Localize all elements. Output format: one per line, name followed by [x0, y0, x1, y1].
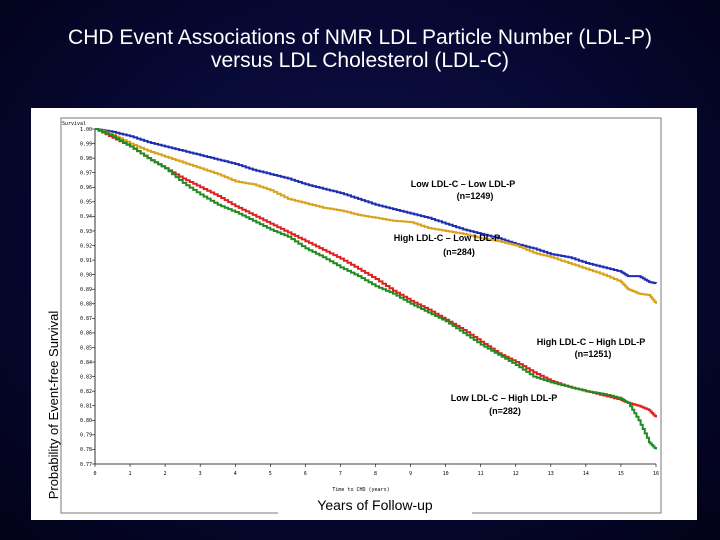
y-tick-label: 0.77 [80, 462, 92, 468]
series-line-0 [95, 128, 657, 285]
y-tick-label: 0.84 [80, 360, 92, 366]
series-count-0: (n=1249) [457, 191, 494, 201]
x-tick-label: 10 [443, 471, 449, 477]
x-tick-label: 15 [618, 471, 624, 477]
y-tick-label: 0.87 [80, 316, 92, 322]
x-axis-small-title: Time to CHD (years) [332, 487, 389, 493]
series-label-3: Low LDL-C – High LDL-P [451, 393, 557, 403]
y-tick-label: 0.93 [80, 229, 92, 235]
x-tick-label: 1 [129, 471, 132, 477]
series-line-3 [95, 128, 657, 450]
y-tick-label: 0.90 [80, 272, 92, 278]
y-tick-label: 1.00 [80, 127, 92, 133]
slide-title: CHD Event Associations of NMR LDL Partic… [0, 26, 720, 72]
x-tick-label: 16 [653, 471, 659, 477]
y-tick-label: 0.81 [80, 404, 92, 410]
y-tick-label: 0.89 [80, 287, 92, 293]
x-tick-label: 3 [199, 471, 202, 477]
y-tick-label: 0.85 [80, 345, 92, 351]
x-tick-label: 7 [339, 471, 342, 477]
plot-frame [60, 117, 662, 514]
series-label-1: High LDL-C – Low LDL-P [394, 233, 500, 243]
x-axis-label: Years of Follow-up [278, 494, 472, 516]
y-tick-label: 0.83 [80, 374, 92, 380]
x-tick-label: 12 [513, 471, 519, 477]
x-tick-label: 5 [269, 471, 272, 477]
y-axis-label: Probability of Event-free Survival [46, 311, 61, 500]
survival-chart: Survival Time to CHD (years) Probability… [46, 117, 662, 514]
x-tick-label: 2 [164, 471, 167, 477]
y-tick-label: 0.95 [80, 200, 92, 206]
y-tick-label: 0.79 [80, 433, 92, 439]
x-tick-label: 0 [93, 471, 96, 477]
y-tick-label: 0.99 [80, 141, 92, 147]
y-tick-label: 0.78 [80, 447, 92, 453]
series-label-2: High LDL-C – High LDL-P [537, 337, 645, 347]
y-tick-label: 0.97 [80, 170, 92, 176]
y-tick-label: 0.92 [80, 243, 92, 249]
y-tick-label: 0.80 [80, 418, 92, 424]
x-tick-label: 9 [409, 471, 412, 477]
y-tick-label: 0.94 [80, 214, 92, 220]
slide-title-line-1: CHD Event Associations of NMR LDL Partic… [68, 26, 652, 49]
series-label-0: Low LDL-C – Low LDL-P [411, 179, 515, 189]
y-tick-label: 0.86 [80, 331, 92, 337]
y-tick-label: 0.96 [80, 185, 92, 191]
series-count-3: (n=282) [489, 406, 521, 416]
y-tick-label: 0.91 [80, 258, 92, 264]
x-tick-label: 11 [478, 471, 484, 477]
x-tick-label: 14 [583, 471, 589, 477]
x-tick-label: 8 [374, 471, 377, 477]
y-axis-small-title: Survival [62, 121, 86, 127]
series-count-1: (n=284) [443, 247, 475, 257]
x-tick-label: 4 [234, 471, 237, 477]
y-tick-label: 0.82 [80, 389, 92, 395]
x-tick-label: 13 [548, 471, 554, 477]
x-tick-label: 6 [304, 471, 307, 477]
series-count-2: (n=1251) [575, 349, 612, 359]
slide-title-line-2: versus LDL Cholesterol (LDL-C) [211, 49, 509, 72]
series-line-1 [95, 128, 657, 304]
y-tick-label: 0.98 [80, 156, 92, 162]
y-tick-label: 0.88 [80, 302, 92, 308]
chart-panel: Survival Time to CHD (years) Probability… [31, 108, 697, 520]
